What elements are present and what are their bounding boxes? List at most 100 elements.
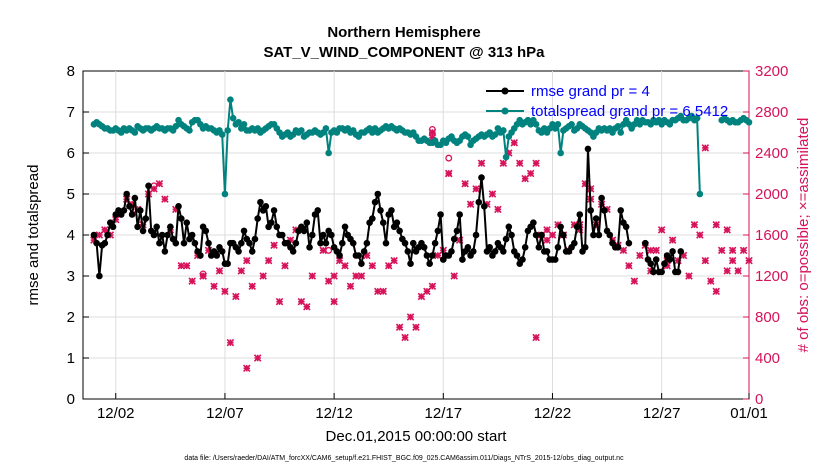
rmse-point	[270, 207, 278, 214]
obs-assimilated-marker	[215, 267, 224, 275]
rmse-point	[437, 211, 444, 218]
rmse-point	[177, 215, 185, 222]
obs-assimilated-marker	[515, 159, 524, 168]
left-tick-label: 3	[67, 268, 75, 285]
rmse-point	[407, 260, 414, 268]
rmse-point	[652, 256, 660, 263]
obs-assimilated-marker	[444, 169, 453, 178]
rmse-point	[584, 145, 592, 153]
obs-assimilated-marker	[526, 169, 535, 178]
rmse-point	[557, 223, 564, 231]
obs-assimilated-marker	[379, 287, 388, 296]
x-tick-label: 12/27	[643, 405, 681, 422]
right-tick-label: 1600	[755, 227, 788, 244]
rmse-point	[382, 239, 390, 247]
rmse-point	[486, 244, 493, 251]
spread-point	[568, 121, 575, 128]
obs-assimilated-marker	[466, 200, 475, 209]
rmse-point	[104, 231, 111, 239]
rmse-point	[369, 215, 376, 222]
rmse-point	[448, 248, 455, 255]
obs-assimilated-marker	[303, 302, 311, 311]
rmse-point	[128, 211, 136, 218]
rmse-point	[262, 203, 270, 210]
rmse-point	[661, 260, 668, 268]
rmse-point	[339, 239, 346, 247]
obs-assimilated-marker	[352, 272, 360, 280]
rmse-point	[592, 215, 600, 222]
obs-assimilated-marker	[226, 338, 235, 347]
obs-assimilated-marker	[401, 333, 409, 342]
rmse-point	[164, 231, 171, 239]
rmse-point	[158, 231, 166, 239]
spread-point	[227, 96, 234, 103]
obs-assimilated-marker	[374, 287, 382, 296]
rmse-point	[218, 248, 226, 255]
rmse-point	[388, 207, 395, 214]
spread-point	[557, 149, 564, 157]
obs-possible-marker	[428, 125, 436, 133]
spread-point	[500, 127, 507, 134]
rmse-point	[598, 194, 605, 202]
rmse-point	[328, 231, 335, 239]
rmse-point	[551, 256, 559, 263]
rmse-point	[191, 239, 199, 247]
spread-point	[502, 153, 510, 161]
x-axis: 12/02 12/07 12/12 12/17 12/22 12/27 01/01	[97, 393, 768, 422]
right-tick-label: 2000	[755, 186, 788, 203]
spread-point	[240, 121, 248, 128]
obs-assimilated-marker	[532, 333, 540, 342]
rmse-point	[251, 235, 259, 243]
rmse-point	[246, 239, 253, 247]
obs-possible-marker	[428, 130, 436, 137]
obs-assimilated-marker	[237, 267, 246, 275]
spread-point	[693, 114, 701, 122]
obs-assimilated-marker	[232, 292, 240, 301]
rmse-point	[150, 231, 158, 239]
rmse-point	[363, 239, 371, 247]
rmse-point	[429, 252, 436, 259]
rmse-point	[666, 256, 674, 263]
left-tick-label: 7	[67, 104, 75, 121]
obs-assimilated-marker	[281, 261, 289, 270]
legend-rmse-marker	[501, 87, 509, 95]
rmse-point	[393, 219, 401, 226]
rmse-point	[197, 252, 204, 259]
rmse-point	[120, 207, 128, 214]
rmse-point	[224, 260, 231, 268]
obs-assimilated-marker	[728, 246, 737, 255]
rmse-point	[601, 207, 608, 214]
rmse-point	[172, 239, 180, 247]
left-y-axis: 0 1 2 3 4 5 6 7 8	[67, 63, 89, 408]
rmse-point	[581, 244, 589, 251]
left-tick-label: 6	[67, 145, 75, 162]
rmse-point	[145, 182, 152, 190]
obs-assimilated-marker	[510, 138, 519, 147]
obs-assimilated-marker	[745, 256, 753, 265]
obs-assimilated-marker	[636, 251, 644, 260]
rmse-point	[175, 203, 182, 210]
obs-assimilated-marker	[341, 261, 349, 270]
rmse-point	[379, 219, 387, 226]
rmse-point	[434, 227, 442, 235]
rmse-point	[625, 239, 633, 247]
obs-assimilated-marker	[450, 272, 458, 280]
rmse-point	[650, 268, 657, 276]
data-file-footnote: data file: /Users/raeder/DAI/ATM_forcXX/…	[184, 455, 624, 462]
obs-assimilated-marker	[406, 313, 415, 321]
rmse-point	[396, 227, 403, 235]
obs-assimilated-marker	[248, 282, 256, 291]
rmse-point	[109, 223, 117, 231]
obs-assimilated-marker	[696, 231, 704, 239]
spread-point	[745, 118, 753, 126]
rmse-point	[303, 219, 311, 226]
rmse-point	[213, 252, 221, 259]
rmse-point	[131, 194, 139, 202]
obs-assimilated-marker	[330, 297, 338, 306]
rmse-point	[278, 231, 286, 239]
obs-assimilated-marker	[488, 190, 497, 198]
rmse-point	[450, 235, 458, 243]
right-tick-label: 2800	[755, 104, 788, 121]
chart-title-line1: Northern Hemisphere	[327, 24, 480, 41]
obs-assimilated-marker	[221, 287, 229, 296]
